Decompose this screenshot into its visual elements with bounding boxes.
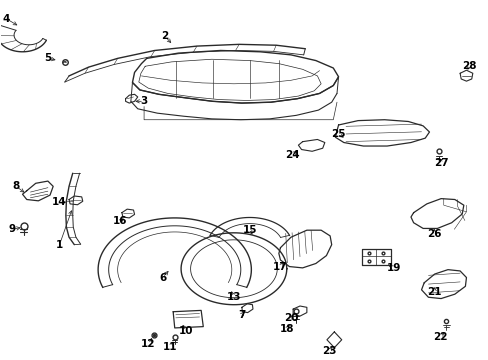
Text: 10: 10: [179, 326, 193, 336]
Text: 27: 27: [433, 158, 447, 168]
Text: 2: 2: [161, 31, 168, 41]
Text: 1: 1: [56, 240, 63, 249]
Text: 17: 17: [273, 262, 287, 271]
Text: 11: 11: [163, 342, 178, 352]
Text: 23: 23: [321, 346, 336, 356]
Text: 9: 9: [8, 224, 16, 234]
Text: 28: 28: [461, 61, 475, 71]
Text: 8: 8: [13, 181, 20, 192]
Text: 19: 19: [386, 263, 400, 273]
Text: 3: 3: [140, 96, 147, 106]
Text: 12: 12: [141, 339, 155, 349]
Text: 4: 4: [3, 14, 10, 24]
Text: 20: 20: [283, 313, 298, 323]
Text: 6: 6: [159, 273, 166, 283]
Text: 7: 7: [238, 310, 245, 320]
Text: 26: 26: [427, 229, 441, 239]
Text: 21: 21: [427, 287, 441, 297]
Text: 13: 13: [226, 292, 241, 302]
Text: 15: 15: [242, 225, 257, 235]
Text: 24: 24: [284, 150, 299, 160]
Text: 16: 16: [113, 216, 127, 226]
Text: 18: 18: [279, 324, 293, 334]
Text: 14: 14: [52, 197, 67, 207]
Text: 25: 25: [331, 129, 345, 139]
Text: 5: 5: [44, 53, 51, 63]
Text: 22: 22: [432, 332, 447, 342]
